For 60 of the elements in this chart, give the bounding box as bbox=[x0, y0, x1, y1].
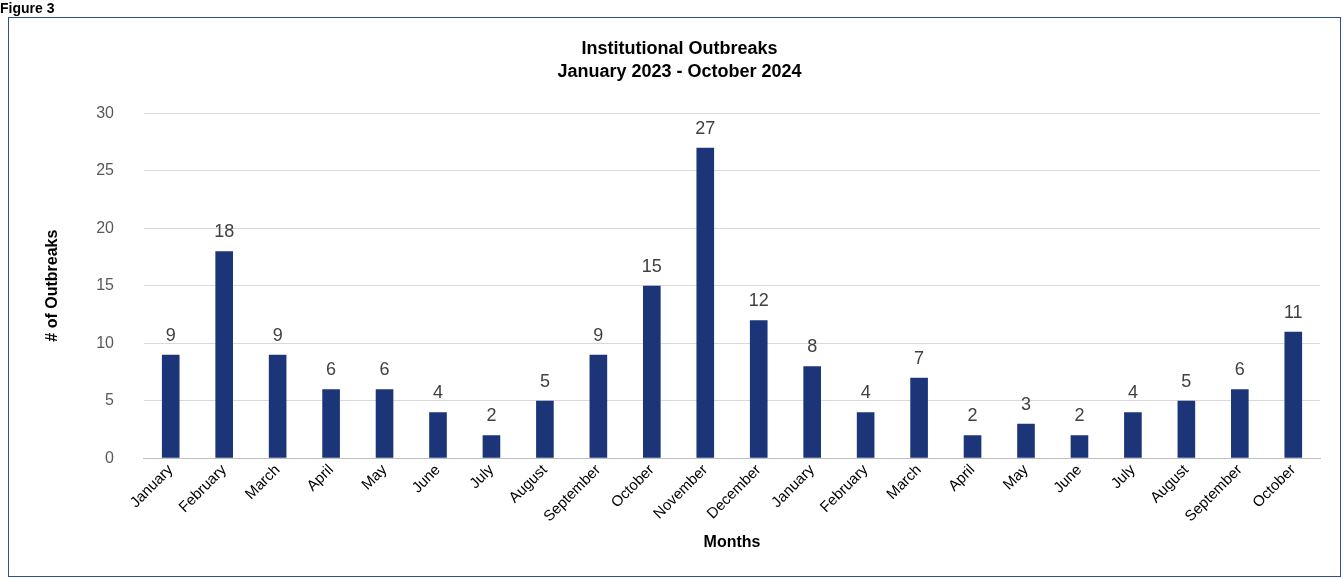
data-label: 7 bbox=[914, 347, 925, 368]
bar bbox=[696, 147, 715, 458]
data-label: 12 bbox=[748, 290, 769, 311]
bar bbox=[910, 377, 928, 458]
x-tick-label: May bbox=[357, 460, 390, 493]
bar bbox=[1231, 389, 1249, 458]
x-tick-label: July bbox=[465, 460, 497, 492]
chart-title: Institutional Outbreaks bbox=[581, 37, 778, 58]
caption: Figure 3 bbox=[0, 0, 55, 16]
bar bbox=[1124, 412, 1142, 458]
bar bbox=[268, 354, 287, 458]
data-label: 4 bbox=[432, 382, 444, 403]
data-label: 2 bbox=[967, 405, 978, 426]
data-label: 3 bbox=[1020, 393, 1032, 414]
y-tick-label: 0 bbox=[105, 448, 115, 466]
data-label: 15 bbox=[641, 255, 662, 276]
bar bbox=[1284, 331, 1303, 458]
data-label: 6 bbox=[326, 359, 337, 380]
bar bbox=[1070, 435, 1089, 458]
chart-subtitle: January 2023 - October 2024 bbox=[557, 61, 802, 82]
data-label: 8 bbox=[807, 336, 818, 357]
data-label: 6 bbox=[379, 359, 390, 380]
bar bbox=[1017, 423, 1035, 458]
bar bbox=[482, 435, 501, 458]
y-tick-label: 5 bbox=[105, 391, 115, 409]
y-tick-label: 20 bbox=[96, 218, 115, 236]
y-tick-label: 10 bbox=[96, 333, 115, 351]
data-label: 18 bbox=[214, 221, 235, 242]
bar bbox=[536, 400, 554, 458]
y-axis-title: # of Outbreaks bbox=[43, 229, 61, 342]
data-label: 2 bbox=[1074, 405, 1085, 426]
x-tick-label: May bbox=[998, 460, 1032, 493]
bar bbox=[161, 354, 180, 458]
bar bbox=[749, 320, 768, 458]
bar bbox=[643, 285, 661, 458]
x-tick-label: July bbox=[1107, 460, 1139, 492]
y-tick-label: 15 bbox=[96, 276, 115, 294]
data-label: 4 bbox=[1127, 382, 1138, 403]
bar bbox=[215, 251, 233, 458]
y-tick-label: 25 bbox=[96, 161, 115, 179]
bar bbox=[589, 354, 608, 458]
data-label: 9 bbox=[272, 324, 283, 345]
data-label: 4 bbox=[860, 382, 871, 403]
data-label: 2 bbox=[486, 405, 497, 426]
bar bbox=[803, 366, 821, 458]
data-label: 9 bbox=[165, 324, 176, 345]
data-label: 9 bbox=[593, 324, 604, 345]
data-label: 5 bbox=[539, 370, 550, 391]
bar bbox=[963, 435, 982, 458]
data-label: 5 bbox=[1181, 370, 1192, 391]
bar bbox=[856, 412, 875, 458]
bar bbox=[375, 389, 394, 458]
data-label: 27 bbox=[695, 117, 716, 138]
bar bbox=[1177, 400, 1196, 458]
bar bbox=[429, 412, 447, 458]
data-label: 6 bbox=[1234, 359, 1245, 380]
x-axis-title: Months bbox=[703, 532, 761, 550]
data-label: 11 bbox=[1283, 301, 1303, 322]
y-tick-label: 30 bbox=[96, 103, 115, 121]
bar bbox=[322, 389, 340, 458]
